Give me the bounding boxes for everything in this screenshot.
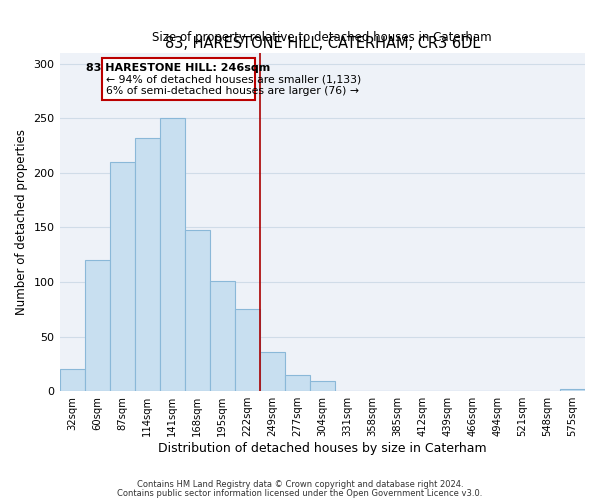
Text: ← 94% of detached houses are smaller (1,133): ← 94% of detached houses are smaller (1,…: [106, 75, 361, 85]
Bar: [285, 375, 310, 391]
Text: Size of property relative to detached houses in Caterham: Size of property relative to detached ho…: [152, 31, 492, 44]
Y-axis label: Number of detached properties: Number of detached properties: [15, 129, 28, 315]
Title: 83, HARESTONE HILL, CATERHAM, CR3 6DL: 83, HARESTONE HILL, CATERHAM, CR3 6DL: [164, 36, 480, 52]
Bar: [59, 370, 85, 391]
Bar: [160, 118, 185, 391]
Text: Contains public sector information licensed under the Open Government Licence v3: Contains public sector information licen…: [118, 488, 482, 498]
Text: Contains HM Land Registry data © Crown copyright and database right 2024.: Contains HM Land Registry data © Crown c…: [137, 480, 463, 489]
Bar: [110, 162, 134, 391]
Bar: [209, 281, 235, 391]
Bar: [310, 382, 335, 391]
Bar: [560, 389, 585, 391]
Bar: [185, 230, 209, 391]
Text: 83 HARESTONE HILL: 246sqm: 83 HARESTONE HILL: 246sqm: [86, 63, 271, 73]
X-axis label: Distribution of detached houses by size in Caterham: Distribution of detached houses by size …: [158, 442, 487, 455]
Bar: [235, 310, 260, 391]
Bar: [85, 260, 110, 391]
FancyBboxPatch shape: [102, 58, 255, 100]
Bar: [134, 138, 160, 391]
Bar: [260, 352, 285, 391]
Text: 6% of semi-detached houses are larger (76) →: 6% of semi-detached houses are larger (7…: [106, 86, 359, 96]
